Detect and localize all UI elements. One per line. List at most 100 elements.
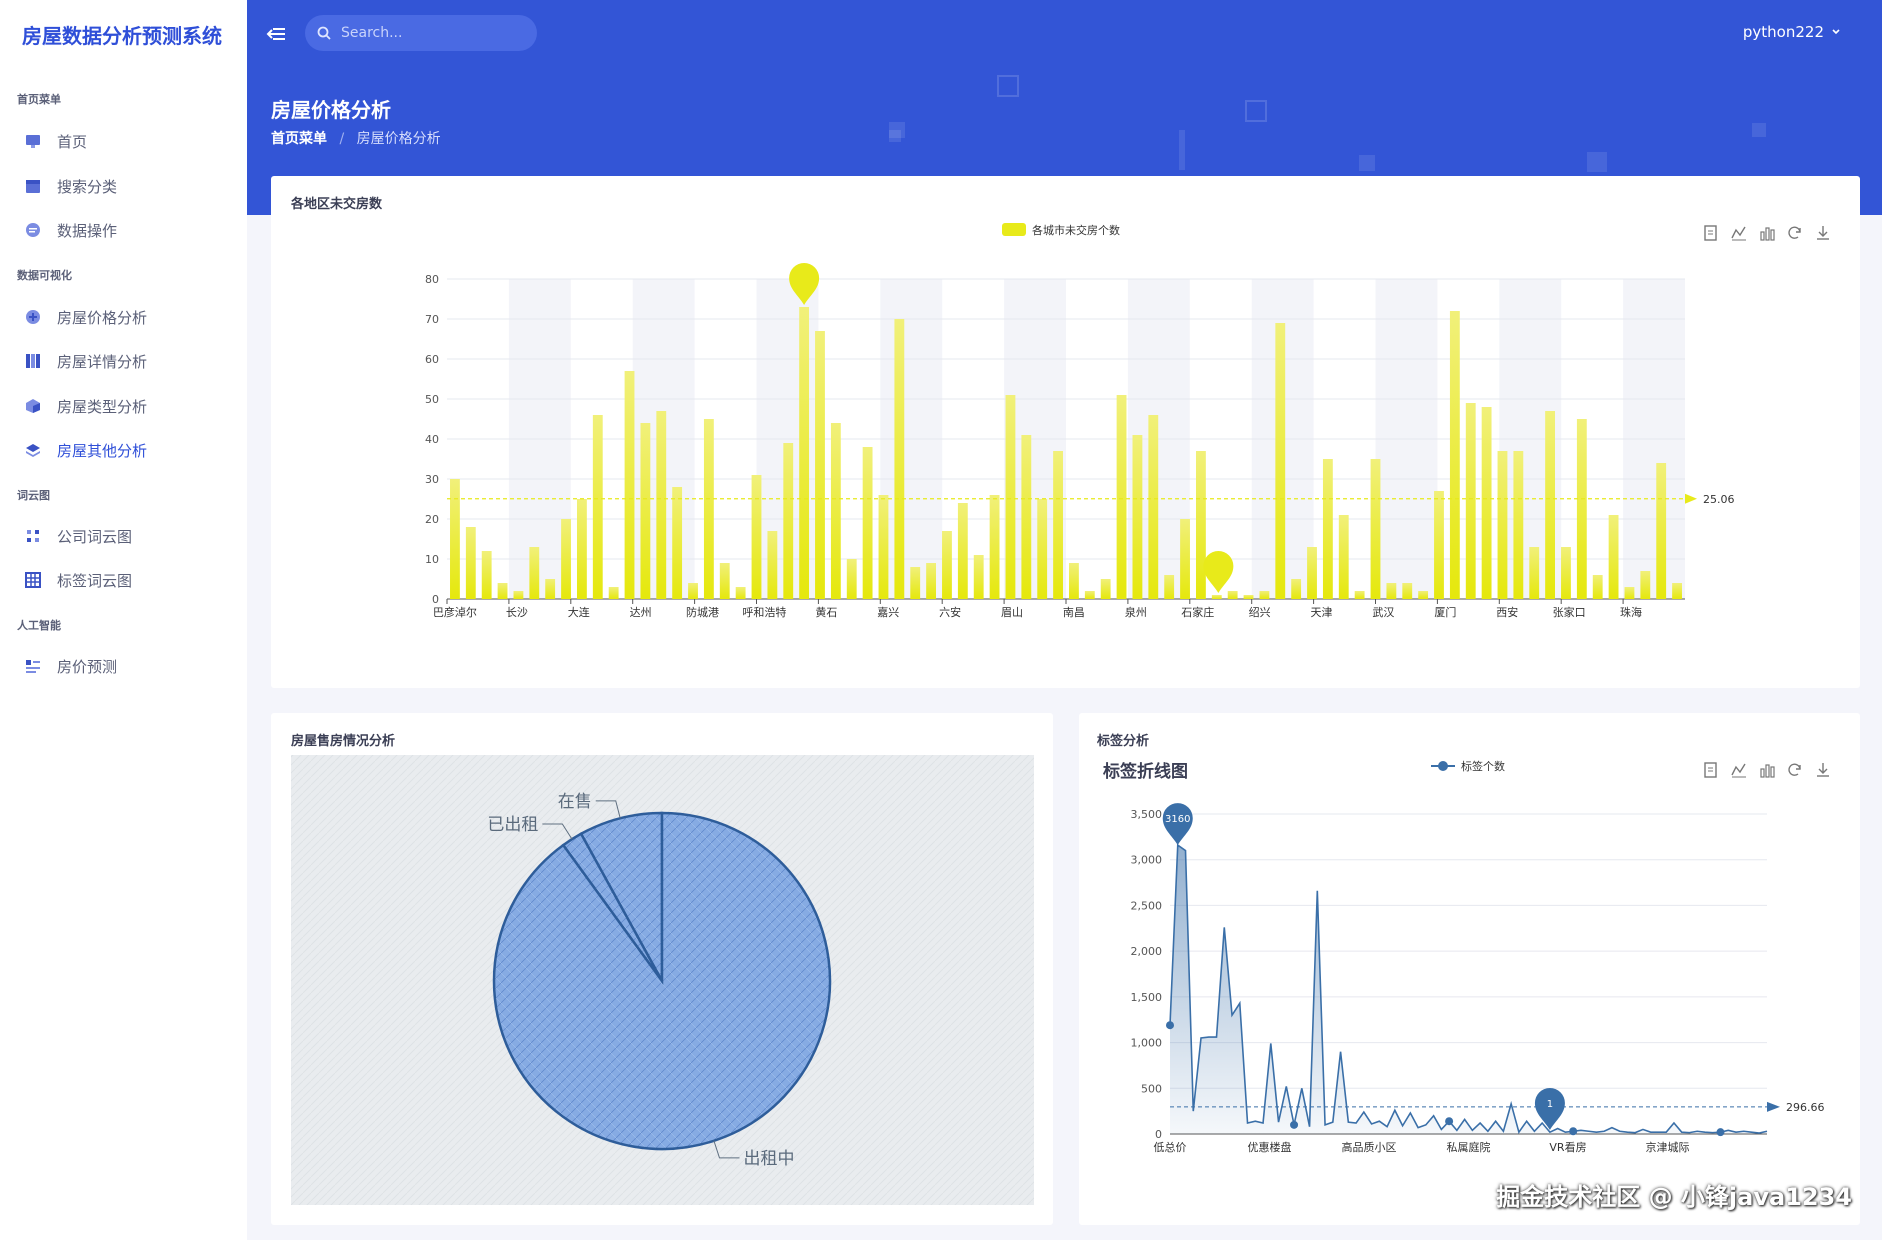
bar <box>1608 515 1619 599</box>
decor-square <box>1359 155 1375 171</box>
sidebar-item-search-category[interactable]: 搜索分类 <box>24 171 117 201</box>
bar-chart-icon[interactable] <box>1758 224 1776 242</box>
decor-square <box>889 122 905 138</box>
bar <box>815 331 825 599</box>
refresh-icon[interactable] <box>1786 224 1804 242</box>
pie-chart-card: 房屋售房情况分析 在售 已出租 出租中 <box>271 713 1053 1225</box>
data-view-icon[interactable] <box>1702 224 1720 242</box>
bar-chart-legend[interactable]: 各城市未交房个数 <box>1002 223 1120 237</box>
section-label-ai: 人工智能 <box>17 619 61 632</box>
user-menu[interactable]: python222 <box>1743 23 1842 41</box>
pie-chart-title: 房屋售房情况分析 <box>291 734 396 749</box>
x-tick-label: 石家庄 <box>1181 605 1214 619</box>
breadcrumb-item-current: 房屋价格分析 <box>356 131 441 147</box>
bar <box>1354 591 1365 599</box>
sidebar-item-label: 房屋类型分析 <box>57 397 148 416</box>
bar-chart: 各城市未交房个数 0 10 20 30 40 50 60 70 80 巴彦淖尔 长沙 大连 达州 防城港 呼… <box>425 223 1735 619</box>
download-icon[interactable] <box>1814 224 1832 242</box>
sidebar-item-data-operation[interactable]: 数据操作 <box>24 215 117 245</box>
bar <box>1576 419 1587 599</box>
data-view-icon[interactable] <box>1702 761 1720 779</box>
search-box[interactable] <box>305 15 537 51</box>
bar <box>1418 591 1429 599</box>
download-icon[interactable] <box>1814 761 1832 779</box>
bar-chart-card: 各地区未交房数 各城市未交房个数 0 10 20 30 40 50 60 70 80 巴彦淖尔 长沙… <box>271 176 1860 688</box>
sidebar-item-tag-wordcloud[interactable]: 标签词云图 <box>24 565 132 595</box>
sidebar-item-type-analysis[interactable]: 房屋类型分析 <box>24 391 147 421</box>
sidebar-item-price-analysis[interactable]: 房屋价格分析 <box>24 302 147 332</box>
x-tick-label: 巴彦淖尔 <box>433 605 477 619</box>
bar <box>1672 583 1682 599</box>
bar <box>1307 547 1317 599</box>
bar <box>846 559 857 599</box>
bar <box>1529 547 1540 599</box>
breadcrumb-separator: / <box>339 131 345 147</box>
x-tick-label: 高品质小区 <box>1342 1140 1397 1154</box>
line-card-title: 标签分析 <box>1097 734 1150 749</box>
bar <box>672 487 683 599</box>
line-chart-legend[interactable]: 标签个数 <box>1431 759 1505 773</box>
sidebar-item-home[interactable]: 首页 <box>24 126 87 156</box>
bar <box>735 587 746 599</box>
bar <box>1545 411 1556 599</box>
table-icon <box>24 571 42 589</box>
monitor-icon <box>24 132 42 150</box>
bar <box>719 563 730 599</box>
x-tick-label: 京津城际 <box>1646 1140 1690 1154</box>
circle-plus-icon <box>24 308 42 326</box>
bar <box>1037 499 1048 599</box>
search-input[interactable] <box>341 25 511 41</box>
line-point <box>1569 1127 1578 1136</box>
bar <box>608 587 619 599</box>
y-tick-label: 60 <box>425 353 439 366</box>
bar <box>910 567 921 599</box>
legend-label: 各城市未交房个数 <box>1032 223 1120 237</box>
legend-label: 标签个数 <box>1461 759 1505 773</box>
x-tick-label: 达州 <box>630 606 652 619</box>
line-chart-title: 标签折线图 <box>1103 762 1188 782</box>
sidebar-item-detail-analysis[interactable]: 房屋详情分析 <box>24 346 147 376</box>
line-series <box>1169 843 1768 1135</box>
sidebar-item-other-analysis[interactable]: 房屋其他分析 <box>24 435 147 465</box>
refresh-icon[interactable] <box>1786 761 1804 779</box>
bar-chart-title: 各地区未交房数 <box>291 197 383 212</box>
x-tick-label: 眉山 <box>1001 606 1023 619</box>
bar <box>957 503 968 599</box>
bar <box>624 371 635 599</box>
sidebar: 房屋数据分析预测系统 首页菜单 首页 搜索分类 数据操作 数据可视化 房屋价格分… <box>0 0 247 1240</box>
y-tick-label: 80 <box>425 273 439 286</box>
sidebar-item-label: 数据操作 <box>57 221 118 240</box>
bar <box>465 527 476 599</box>
line-chart-icon[interactable] <box>1730 761 1748 779</box>
bar-chart-icon[interactable] <box>1758 761 1776 779</box>
breadcrumb-item-home[interactable]: 首页菜单 <box>271 131 327 147</box>
bar <box>926 563 937 599</box>
decor-dots <box>1179 130 1185 170</box>
max-marker-shape <box>1162 803 1193 846</box>
page-title: 房屋价格分析 <box>271 98 391 122</box>
sidebar-item-price-prediction[interactable]: 房价预测 <box>24 651 117 681</box>
bar <box>450 479 460 599</box>
bar <box>1132 435 1143 599</box>
menu-toggle-button[interactable] <box>264 22 288 46</box>
bar <box>1624 587 1635 599</box>
line-chart-icon[interactable] <box>1730 224 1748 242</box>
sidebar-item-company-wordcloud[interactable]: 公司词云图 <box>24 521 132 551</box>
bar <box>1069 563 1079 599</box>
bar <box>1513 451 1524 599</box>
y-tick-label: 10 <box>425 553 439 566</box>
decor-square <box>1245 100 1267 122</box>
max-marker <box>789 263 820 305</box>
line-point <box>1166 1021 1174 1030</box>
y-tick-label: 0 <box>1155 1128 1162 1141</box>
mean-line-label: 25.06 <box>1703 493 1735 506</box>
sidebar-item-label: 标签词云图 <box>57 571 133 590</box>
decor-square <box>997 75 1019 97</box>
bar <box>481 551 492 599</box>
bar <box>783 443 794 599</box>
chevron-down-icon <box>1832 29 1840 35</box>
bar <box>1402 583 1413 599</box>
bar <box>513 591 524 599</box>
bar <box>1465 403 1476 599</box>
bar <box>862 447 873 599</box>
